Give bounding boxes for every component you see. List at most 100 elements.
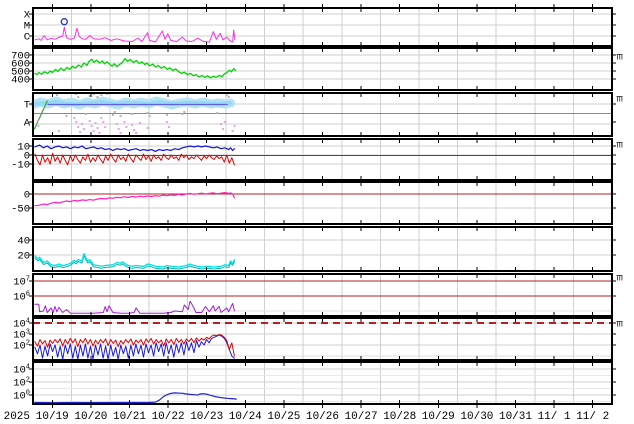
alert-threshold-marker-icon bbox=[616, 54, 623, 60]
alert-threshold-marker-glyph bbox=[616, 54, 623, 60]
quiet-marks-dot bbox=[111, 114, 114, 116]
quiet-marks-dot bbox=[100, 94, 103, 96]
quiet-marks-dot bbox=[165, 114, 168, 116]
active-marks-dot bbox=[90, 125, 93, 127]
active-marks-dot bbox=[102, 121, 105, 123]
active-marks-dot bbox=[57, 130, 60, 132]
x-axis-year-label: 2025 bbox=[4, 411, 30, 423]
x-axis-day-label: 10/22 bbox=[152, 411, 185, 423]
active-marks-dot bbox=[94, 122, 97, 124]
active-marks-dot bbox=[233, 125, 236, 127]
active-marks-dot bbox=[98, 132, 101, 134]
active-marks-dot bbox=[37, 125, 40, 127]
active-marks-dot bbox=[81, 123, 83, 125]
alert-threshold-marker-icon bbox=[616, 321, 623, 327]
quiet-marks-dot bbox=[131, 113, 134, 115]
active-marks-dot bbox=[165, 121, 168, 123]
active-marks-dot bbox=[133, 129, 136, 131]
active-marks-dot bbox=[123, 121, 126, 123]
y-axis-label: -10 bbox=[11, 160, 30, 172]
panel-goes-xray-flux: XMC bbox=[24, 7, 616, 47]
y-axis-label: 104 bbox=[13, 318, 30, 331]
alert-threshold-marker-glyph bbox=[616, 96, 623, 102]
y-axis-label: A bbox=[24, 118, 31, 130]
y-axis-label: 600 bbox=[11, 59, 30, 71]
active-marks-dot bbox=[77, 126, 80, 128]
series-speed bbox=[34, 57, 237, 79]
y-axis-label: 20 bbox=[17, 251, 30, 263]
alert-threshold-marker-icon bbox=[616, 142, 623, 148]
panel-frame bbox=[32, 317, 613, 361]
quiet-marks-dot bbox=[181, 113, 184, 115]
x-axis-day-label: 11/ 1 bbox=[538, 411, 571, 423]
series-xray-long bbox=[34, 26, 236, 43]
active-marks-dot bbox=[88, 120, 91, 122]
quiet-marks-dot bbox=[148, 115, 151, 117]
active-marks-dot bbox=[167, 126, 170, 128]
y-axis-label: C bbox=[24, 32, 30, 44]
active-marks-dot bbox=[138, 122, 141, 124]
panel-frame bbox=[32, 47, 613, 91]
panel-frame bbox=[32, 138, 613, 181]
quiet-marks-dot bbox=[55, 94, 58, 96]
active-marks-dot bbox=[231, 130, 234, 132]
x-axis-day-label: 10/19 bbox=[36, 411, 69, 423]
x-axis-day-label: 10/25 bbox=[267, 411, 300, 423]
y-axis-label: 0 bbox=[24, 190, 30, 202]
active-marks-dot bbox=[115, 123, 118, 125]
series-bz bbox=[34, 152, 235, 166]
y-axis-label: T bbox=[24, 100, 30, 112]
quiet-marks-dot bbox=[113, 111, 116, 113]
active-marks-dot bbox=[75, 121, 78, 123]
panel-frame bbox=[32, 181, 613, 225]
series-electrons bbox=[34, 300, 235, 314]
y-axis-label: 102 bbox=[13, 340, 30, 353]
alert-threshold-marker-icon bbox=[616, 96, 623, 102]
x-axis-day-label: 10/28 bbox=[383, 411, 416, 423]
series-density-shadow bbox=[34, 255, 235, 270]
active-marks-dot bbox=[146, 127, 149, 129]
y-axis-label: 100 bbox=[13, 390, 30, 403]
series-high-energy-protons bbox=[34, 392, 237, 404]
x-axis-day-label: 11/ 2 bbox=[576, 411, 609, 423]
flare-event-marker bbox=[60, 18, 68, 26]
active-marks-dot bbox=[92, 130, 95, 132]
quiet-marks-dot bbox=[146, 112, 149, 114]
x-axis-day-label: 10/30 bbox=[460, 411, 493, 423]
panel-imf-bt-bz: 100-10 bbox=[11, 138, 616, 181]
active-marks-dot bbox=[79, 131, 82, 133]
active-marks-dot bbox=[104, 126, 107, 128]
y-axis-label: -50 bbox=[11, 204, 30, 216]
x-axis-day-label: 10/20 bbox=[74, 411, 107, 423]
series-bt bbox=[34, 144, 236, 152]
x-axis-day-label: 10/29 bbox=[422, 411, 455, 423]
quiet-marks-dot bbox=[227, 96, 230, 98]
alert-threshold-marker-glyph bbox=[616, 142, 623, 148]
active-marks-dot bbox=[96, 127, 99, 129]
quiet-marks-dot bbox=[77, 96, 80, 98]
alert-threshold-marker-glyph bbox=[616, 321, 623, 327]
quiet-marks-dot bbox=[84, 113, 87, 115]
active-marks-dot bbox=[221, 128, 224, 130]
panel-frame bbox=[32, 361, 613, 405]
quiet-marks-dot bbox=[216, 112, 219, 114]
quiet-marks-dot bbox=[96, 96, 99, 98]
active-marks-dot bbox=[223, 121, 226, 123]
series-status-band-inner bbox=[32, 100, 232, 106]
y-axis-label: 500 bbox=[11, 67, 30, 79]
panel-frame bbox=[32, 226, 613, 272]
active-marks-dot bbox=[73, 117, 76, 119]
active-marks-dot bbox=[125, 126, 128, 128]
y-axis-label: M bbox=[24, 21, 30, 33]
x-axis-day-label: 10/23 bbox=[190, 411, 223, 423]
series-status-rise bbox=[33, 100, 48, 130]
y-axis-label: 10 bbox=[17, 142, 30, 154]
quiet-marks-dot bbox=[119, 115, 122, 117]
panel-geomagnetic-activity-status: TA bbox=[24, 92, 616, 137]
series-density bbox=[34, 252, 236, 268]
series-protons-high bbox=[34, 334, 235, 357]
